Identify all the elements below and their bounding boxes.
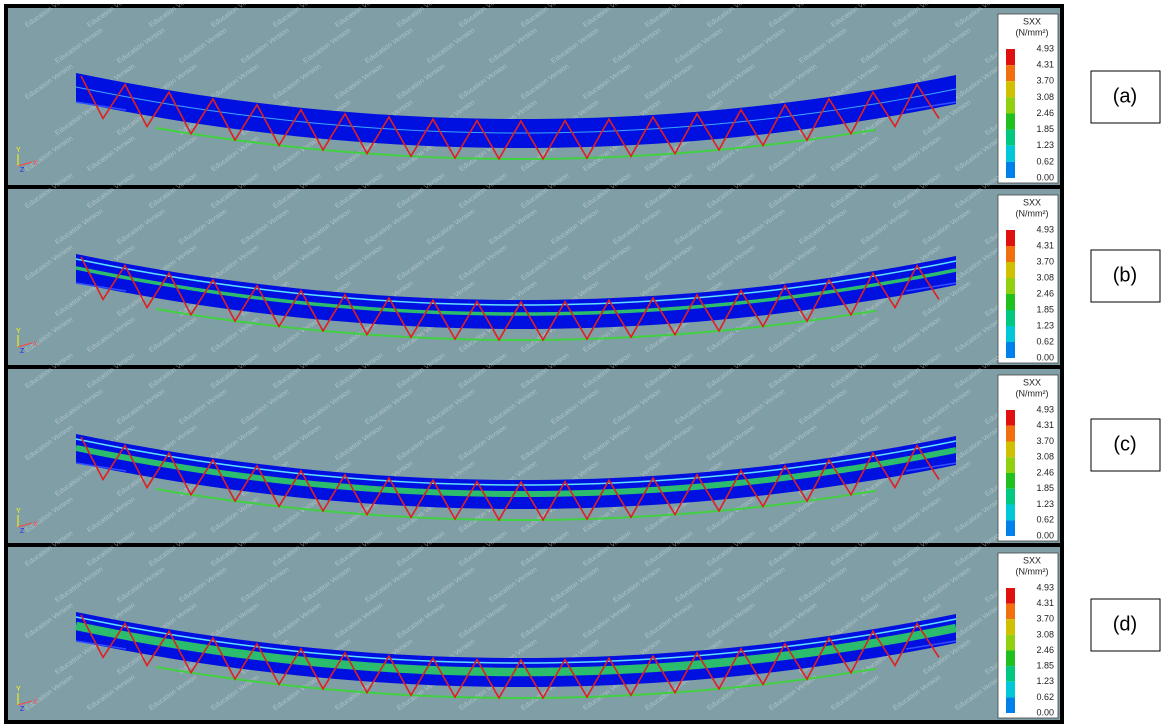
legend-value: 4.31 [1036, 420, 1054, 430]
legend-value: 3.08 [1036, 92, 1054, 102]
legend-value: 1.85 [1036, 483, 1054, 493]
legend-title: SXX [1023, 16, 1041, 26]
legend-color [1006, 473, 1015, 489]
legend-value: 3.08 [1036, 272, 1054, 282]
legend-color [1006, 49, 1015, 65]
legend-color [1006, 114, 1015, 130]
legend-title: SXX [1023, 197, 1041, 207]
legend-color [1006, 342, 1015, 358]
legend-color [1006, 666, 1015, 682]
axis-label: X [33, 160, 38, 167]
axis-label: Z [20, 706, 25, 713]
panel-label: (a) [1113, 85, 1137, 107]
legend-value: 1.85 [1036, 304, 1054, 314]
legend-value: 3.70 [1036, 256, 1054, 266]
axis-label: Z [20, 167, 25, 174]
legend-unit: (N/mm²) [1016, 388, 1049, 398]
legend-value: 3.70 [1036, 614, 1054, 624]
legend-title: SXX [1023, 555, 1041, 565]
legend-value: 2.46 [1036, 108, 1054, 118]
legend-color [1006, 230, 1015, 246]
legend-value: 0.00 [1036, 530, 1054, 540]
legend-color [1006, 619, 1015, 635]
legend-title: SXX [1023, 377, 1041, 387]
legend-value: 0.00 [1036, 352, 1054, 362]
legend-color [1006, 426, 1015, 442]
legend-color [1006, 635, 1015, 651]
legend-value: 0.00 [1036, 172, 1054, 182]
legend-value: 1.23 [1036, 140, 1054, 150]
legend-value: 0.62 [1036, 156, 1054, 166]
legend-value: 0.62 [1036, 692, 1054, 702]
legend-color [1006, 246, 1015, 262]
legend-color [1006, 262, 1015, 278]
legend-unit: (N/mm²) [1016, 566, 1049, 576]
legend-color [1006, 410, 1015, 426]
legend-color [1006, 310, 1015, 326]
legend-value: 4.31 [1036, 240, 1054, 250]
legend-color [1006, 505, 1015, 521]
legend-value: 2.46 [1036, 645, 1054, 655]
legend-value: 1.23 [1036, 320, 1054, 330]
legend-color [1006, 65, 1015, 81]
legend-value: 3.08 [1036, 452, 1054, 462]
axis-label: Z [20, 348, 25, 355]
axis-label: Y [16, 508, 21, 515]
legend-value: 4.31 [1036, 598, 1054, 608]
legend-color [1006, 81, 1015, 97]
legend-color [1006, 588, 1015, 604]
legend-color [1006, 97, 1015, 113]
legend-value: 4.31 [1036, 60, 1054, 70]
legend-value: 4.93 [1036, 582, 1054, 592]
panel-label: (c) [1113, 433, 1136, 455]
legend-color [1006, 457, 1015, 473]
legend-value: 2.46 [1036, 288, 1054, 298]
legend-color [1006, 130, 1015, 146]
panel-label: (d) [1113, 613, 1137, 635]
axis-label: Y [16, 686, 21, 693]
legend-value: 4.93 [1036, 404, 1054, 414]
legend-value: 3.08 [1036, 629, 1054, 639]
figure: Education VersionEducation VersionEducat… [0, 0, 1168, 727]
legend-color [1006, 146, 1015, 162]
legend-color [1006, 520, 1015, 536]
legend-color [1006, 326, 1015, 342]
legend-unit: (N/mm²) [1016, 27, 1049, 37]
panel-label: (b) [1113, 264, 1137, 286]
legend-unit: (N/mm²) [1016, 208, 1049, 218]
legend-color [1006, 294, 1015, 310]
legend-color [1006, 682, 1015, 698]
legend-value: 0.00 [1036, 707, 1054, 717]
legend-color [1006, 162, 1015, 178]
legend-value: 1.23 [1036, 676, 1054, 686]
legend-value: 4.93 [1036, 43, 1054, 53]
legend-value: 3.70 [1036, 436, 1054, 446]
legend-value: 1.85 [1036, 124, 1054, 134]
axis-label: X [33, 699, 38, 706]
legend-value: 1.85 [1036, 661, 1054, 671]
legend-value: 0.62 [1036, 515, 1054, 525]
legend-value: 4.93 [1036, 224, 1054, 234]
legend-color [1006, 278, 1015, 294]
legend-color [1006, 442, 1015, 458]
legend-color [1006, 697, 1015, 713]
axis-label: X [33, 521, 38, 528]
page: Education VersionEducation VersionEducat… [0, 0, 1168, 727]
legend-color [1006, 604, 1015, 620]
axis-label: Y [16, 147, 21, 154]
axis-label: Y [16, 328, 21, 335]
legend-color [1006, 651, 1015, 667]
legend-value: 0.62 [1036, 336, 1054, 346]
legend-color [1006, 489, 1015, 505]
legend-value: 1.23 [1036, 499, 1054, 509]
legend-value: 2.46 [1036, 467, 1054, 477]
axis-label: Z [20, 528, 25, 535]
axis-label: X [33, 341, 38, 348]
legend-value: 3.70 [1036, 76, 1054, 86]
